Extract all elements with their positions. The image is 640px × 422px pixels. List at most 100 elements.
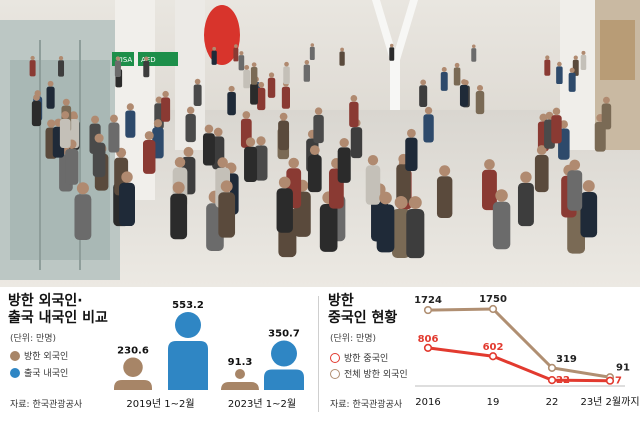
person-head [213, 127, 223, 137]
series-point [423, 305, 433, 315]
point-value-label: 806 [418, 334, 439, 345]
person-body [211, 50, 217, 65]
person-body [250, 83, 258, 105]
person-body [250, 67, 258, 85]
left-chart-panel: 방한 외국인· 출국 내국인 비교 (단위: 만명) 방한 외국인 출국 내국인… [0, 287, 320, 422]
person-body [601, 103, 612, 130]
person-body [319, 203, 338, 252]
person-body [349, 101, 359, 128]
person-head [144, 56, 149, 61]
person-head [144, 131, 154, 141]
bar-body [264, 369, 304, 390]
person-head [94, 133, 104, 143]
bar-body [221, 382, 259, 390]
person-head [310, 43, 315, 47]
person-head [228, 85, 235, 92]
person-body [267, 77, 276, 98]
person-body [278, 120, 290, 151]
person-head [520, 171, 532, 183]
person-body [125, 110, 136, 138]
legend-foreign-swatch [10, 350, 20, 361]
person-head [350, 95, 358, 102]
person-head [239, 51, 244, 56]
person-head [557, 61, 562, 67]
person-body [58, 60, 65, 77]
person-head [69, 111, 78, 119]
person-head [76, 182, 89, 195]
person-body [143, 60, 150, 78]
person-head [559, 120, 568, 129]
person-head [172, 181, 185, 194]
person-body [303, 64, 310, 82]
person-body [534, 154, 549, 193]
legend-total: 전체 방한 외국인 [330, 367, 408, 380]
person-head [121, 171, 133, 183]
right-title: 방한 중국인 현황 [328, 293, 397, 327]
person-body [309, 46, 315, 61]
legend-total-marker [330, 368, 340, 379]
person-head [454, 62, 460, 68]
person-body [59, 118, 71, 149]
left-title-line2: 출국 내국인 비교 [8, 310, 108, 326]
person-body [350, 127, 363, 159]
person-body [580, 192, 598, 238]
bar-body [168, 341, 208, 390]
left-title: 방한 외국인· 출국 내국인 비교 [8, 293, 108, 327]
panel-divider [318, 296, 319, 412]
legend-korean: 출국 내국인 [10, 366, 68, 379]
person-head [569, 67, 575, 73]
person-body [238, 55, 245, 71]
person-head [244, 65, 250, 70]
bar-chart: 230.6 553.2 2019년 1~2월 91.3 350.7 2023년 1~2월 [114, 300, 304, 410]
x-tick-label: 19 [487, 397, 500, 408]
person-head [33, 94, 40, 101]
right-title-line2: 중국인 현황 [328, 310, 398, 326]
person-body [193, 84, 202, 107]
person-head [424, 106, 433, 115]
person-body [313, 114, 324, 144]
left-source: 자료: 한국관광공사 [10, 400, 83, 410]
person-head [441, 67, 447, 73]
person-head [603, 96, 610, 104]
person-body [453, 67, 461, 86]
bar-head [271, 340, 297, 367]
person-body [185, 114, 196, 143]
bar-head [235, 369, 245, 379]
person-body [556, 66, 563, 85]
person-body [492, 201, 511, 250]
bar-head [123, 357, 143, 377]
person-body [580, 54, 587, 71]
legend-chinese: 방한 중국인 [330, 351, 388, 364]
line-chart: 1724 1750 319 91 806 602 22 7 2016 19 22 23년 2월까지 [414, 294, 639, 408]
airport-crowd-photo: VISA AED [0, 0, 640, 287]
person-head [407, 128, 416, 138]
person-body [283, 66, 290, 85]
person-head [573, 55, 578, 60]
person-body [281, 86, 290, 109]
person-body [65, 148, 79, 185]
category-label: 2023년 1~2월 [228, 398, 296, 410]
x-tick-label: 23년 2월까지 [580, 396, 639, 408]
person-head [62, 98, 70, 106]
series-point [547, 375, 557, 385]
series-point [547, 363, 557, 372]
left-unit: (단위: 만명) [10, 334, 57, 344]
legend-foreign-label: 방한 외국인 [24, 352, 69, 362]
person-head [279, 112, 288, 121]
person-body [337, 147, 351, 183]
person-body [46, 86, 55, 109]
bar-value-label: 350.7 [268, 329, 300, 340]
person-body [276, 188, 293, 233]
person-body [572, 59, 579, 76]
person-head [258, 81, 265, 88]
person-head [183, 146, 194, 157]
person-body [551, 115, 562, 144]
person-head [58, 55, 64, 61]
person-head [256, 136, 266, 146]
person-head [91, 115, 100, 124]
person-body [440, 72, 448, 91]
legend-korean-swatch [10, 367, 20, 378]
point-value-label: 602 [483, 342, 504, 353]
person-head [204, 124, 214, 134]
series-point [488, 352, 498, 361]
